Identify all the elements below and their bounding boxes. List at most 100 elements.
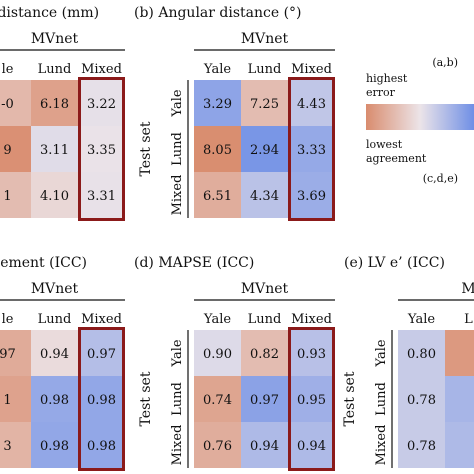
row-group-title: Test set <box>138 121 154 176</box>
heatmap-cell <box>31 422 78 468</box>
heatmap-cell <box>194 376 241 422</box>
heatmap-panel: (e) LV e’ (ICC) M Yale L Test set Yale Lund Mix… <box>342 255 474 468</box>
column-group-title: M <box>461 281 474 297</box>
panel-title: (d) MAPSE (ICC) <box>134 255 254 271</box>
heatmap-cell <box>288 80 335 126</box>
heatmap-cell <box>194 330 241 376</box>
cell-value-label: 0.94 <box>250 439 279 454</box>
cell-value-label: 6.18 <box>40 97 69 112</box>
heatmap-cell <box>445 330 474 376</box>
cell-value-label: 0.97 <box>87 347 116 362</box>
row-label: Yale <box>374 339 389 367</box>
column-label: Mixed <box>291 62 332 77</box>
cell-value-label: 0.76 <box>203 439 232 454</box>
column-label: Yale <box>407 312 435 327</box>
heatmap-cell <box>0 172 31 218</box>
highlight-column-box <box>288 77 335 221</box>
cell-value-label: 7.25 <box>250 97 279 112</box>
column-label: Lund <box>38 62 72 77</box>
heatmap-panels: n distance (mm) MVnet le Lund Mixed -0 6.18 3.2… <box>0 5 474 471</box>
panel-title: (e) LV e’ (ICC) <box>344 255 445 271</box>
heatmap-cell <box>398 422 445 468</box>
heatmap-cell <box>445 376 474 422</box>
legend-color-bar <box>366 104 474 130</box>
heatmap-cell <box>31 80 78 126</box>
column-label: L <box>464 312 473 327</box>
heatmap-cell <box>78 80 125 126</box>
cell-value-label: 97 <box>0 347 16 362</box>
legend-low-label-2: agreement <box>366 152 427 165</box>
heatmap-cell <box>0 330 31 376</box>
highlight-column-box <box>288 327 335 471</box>
cell-value-label: 3.35 <box>87 143 116 158</box>
row-label: Lund <box>170 382 185 416</box>
row-label: Yale <box>170 339 185 367</box>
cell-value-label: 0.98 <box>40 439 69 454</box>
cell-value-label: 0.80 <box>407 347 436 362</box>
cell-value-label: -0 <box>1 97 14 112</box>
column-label: Yale <box>203 62 231 77</box>
legend: (a,b) highest error lowest agreement (c,… <box>366 56 474 185</box>
heatmap-cell <box>0 80 31 126</box>
cell-value-label: 0.98 <box>40 393 69 408</box>
heatmap-cell <box>241 422 288 468</box>
panel-title: (b) Angular distance (°) <box>134 5 302 21</box>
cell-value-label: 3.31 <box>87 189 116 204</box>
highlight-column-box <box>78 77 125 221</box>
legend-top-label: (a,b) <box>432 56 458 69</box>
heatmap-cell <box>78 126 125 172</box>
highlight-column-box <box>78 327 125 471</box>
heatmap-cell <box>194 172 241 218</box>
legend-high-label-1: highest <box>366 72 408 85</box>
row-label: Mixed <box>170 175 185 216</box>
column-group-title: MVnet <box>31 281 79 297</box>
heatmap-cell <box>31 172 78 218</box>
heatmap-cell <box>288 376 335 422</box>
column-group-title: MVnet <box>31 31 79 47</box>
heatmap-cell <box>78 422 125 468</box>
heatmap-cell <box>241 376 288 422</box>
cell-value-label: 3.69 <box>297 189 326 204</box>
heatmap-cell <box>31 126 78 172</box>
heatmap-cell <box>78 172 125 218</box>
column-group-title: MVnet <box>241 31 289 47</box>
cell-value-label: 4.34 <box>250 189 279 204</box>
cell-value-label: 0.74 <box>203 393 232 408</box>
panel-title: n distance (mm) <box>0 5 99 21</box>
cell-value-label: 0.90 <box>203 347 232 362</box>
heatmap-cell <box>194 126 241 172</box>
panel-title: acement (ICC) <box>0 255 87 271</box>
heatmap-cell <box>398 376 445 422</box>
row-group-title: Test set <box>342 371 358 426</box>
legend-low-label-1: lowest <box>366 138 403 151</box>
row-group-title: Test set <box>138 371 154 426</box>
column-label: Lund <box>248 62 282 77</box>
cell-value-label: 0.95 <box>297 393 326 408</box>
heatmap-cell <box>194 422 241 468</box>
heatmap-cell <box>0 376 31 422</box>
cell-value-label: 3.22 <box>87 97 116 112</box>
cell-value-label: 6.51 <box>203 189 232 204</box>
column-label: Mixed <box>81 312 122 327</box>
cell-value-label: 0.97 <box>250 393 279 408</box>
cell-value-label: 0.94 <box>297 439 326 454</box>
cell-value-label: 4.10 <box>40 189 69 204</box>
cell-value-label: 0.93 <box>297 347 326 362</box>
column-label: le <box>2 312 14 327</box>
cell-value-label: 1 <box>3 189 11 204</box>
heatmap-cell <box>31 330 78 376</box>
heatmap-cell <box>241 126 288 172</box>
heatmap-cell <box>241 172 288 218</box>
heatmap-cell <box>398 330 445 376</box>
heatmap-panel: n distance (mm) MVnet le Lund Mixed -0 6.18 3.2… <box>0 5 125 221</box>
heatmap-cell <box>78 330 125 376</box>
legend-bottom-label: (c,d,e) <box>423 172 458 185</box>
row-label: Lund <box>374 382 389 416</box>
heatmap-cell <box>241 330 288 376</box>
column-label: Mixed <box>291 312 332 327</box>
heatmap-cell <box>0 126 31 172</box>
column-label: Lund <box>248 312 282 327</box>
heatmap-cell <box>0 422 31 468</box>
column-label: Yale <box>203 312 231 327</box>
